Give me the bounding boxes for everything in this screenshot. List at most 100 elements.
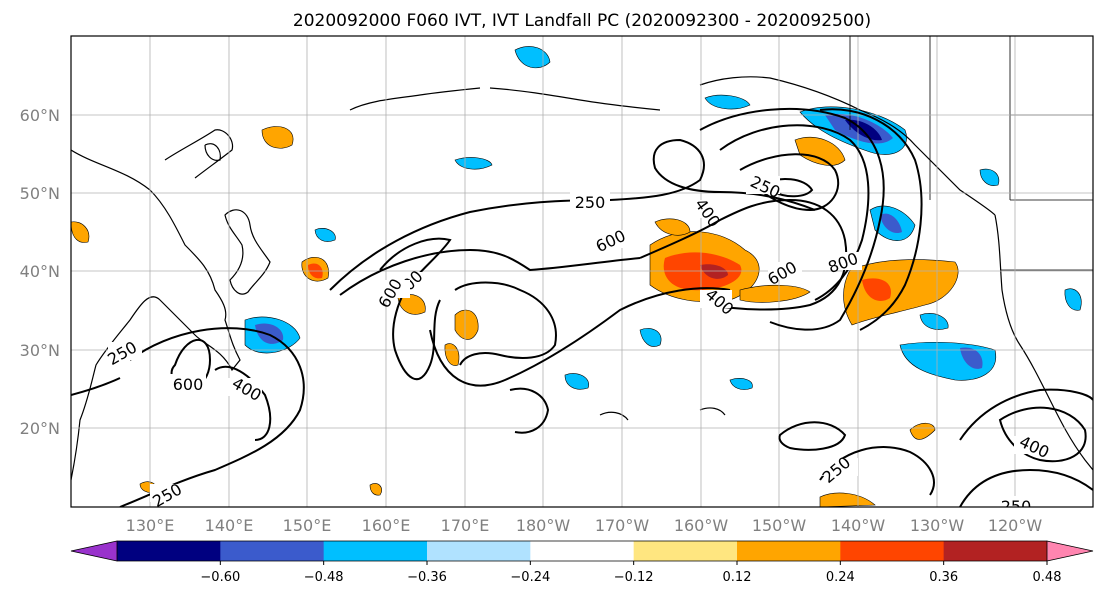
pc-positive-core	[862, 278, 891, 301]
lon-label: 130°W	[910, 516, 965, 535]
pc-positive-region	[369, 483, 382, 496]
ivt-contour	[454, 281, 557, 366]
pc-negative-region	[314, 228, 336, 242]
pc-negative-region	[454, 157, 493, 170]
ivt-contour	[429, 287, 731, 387]
colorbar-extend-high	[1047, 541, 1093, 561]
pc-positive-region	[454, 309, 479, 340]
lon-label: 130°E	[126, 516, 175, 535]
colorbar-ticks: −0.60 −0.48 −0.36 −0.24 −0.12 0.12 0.24 0.36 0.4…	[200, 561, 1062, 585]
pc-negative-region	[1064, 288, 1082, 311]
coastline-kamchatka	[349, 87, 481, 111]
colorbar-tick-label: −0.12	[614, 570, 654, 585]
pc-negative-core	[880, 213, 902, 234]
graticule	[71, 36, 1093, 507]
colorbar-segments	[71, 541, 1093, 561]
pc-negative-region	[979, 168, 1000, 186]
coastline-east-asia	[71, 149, 241, 481]
ivt-contour	[819, 108, 923, 331]
lat-label: 40°N	[20, 262, 60, 281]
colorbar-segment	[737, 541, 841, 561]
lat-label: 20°N	[20, 419, 60, 438]
ivt-contour	[509, 387, 550, 434]
colorbar-tick-label: −0.36	[407, 570, 447, 585]
pc-negative-region	[704, 94, 751, 110]
pc-positive-region	[444, 343, 460, 366]
lon-label: 140°E	[205, 516, 254, 535]
pc-negative-region	[729, 378, 753, 390]
colorbar-segment	[427, 541, 531, 561]
coastline-hawaii	[599, 407, 726, 421]
lat-label: 60°N	[20, 106, 60, 125]
coastline-sakhalin	[164, 129, 234, 179]
colorbar-segment	[840, 541, 945, 561]
lon-label: 160°W	[674, 516, 729, 535]
colorbar-tick-label: 0.24	[826, 570, 855, 585]
contour-label: 250	[1001, 497, 1032, 516]
ivt-contour	[71, 377, 121, 396]
coastlines	[71, 36, 1093, 481]
coastline-hokkaido	[204, 143, 221, 161]
ivt-contour	[339, 248, 641, 296]
lon-label: 180°W	[516, 516, 571, 535]
pc-negative-region	[639, 328, 662, 347]
ivt-contour	[214, 365, 272, 441]
colorbar-segment	[943, 541, 1048, 561]
colorbar-segment	[530, 541, 635, 561]
map-title: 2020092000 F060 IVT, IVT Landfall PC (20…	[293, 11, 871, 31]
lon-label: 120°W	[988, 516, 1043, 535]
colorbar-tick-label: 0.12	[723, 570, 752, 585]
coastline-north-america	[994, 214, 1093, 471]
pc-positive-region	[739, 284, 811, 303]
ivt-contour	[778, 421, 847, 451]
colorbar-extend-low	[71, 541, 117, 561]
map-frame	[70, 35, 1094, 508]
ivt-contour	[119, 327, 305, 507]
ivt-contour	[959, 388, 1093, 441]
lat-label: 30°N	[20, 341, 60, 360]
longitude-labels: 130°E 140°E 150°E 160°E 170°E 180°W 170°…	[126, 516, 1043, 535]
lon-label: 170°E	[441, 516, 490, 535]
coastline-aleutians	[489, 87, 661, 111]
pc-negative-region	[564, 373, 589, 390]
pc-negative-region	[919, 313, 949, 330]
ivt-contour	[739, 153, 840, 212]
lon-label: 140°W	[831, 516, 886, 535]
pc-positive-region	[819, 492, 876, 507]
ivt-contours	[71, 107, 1093, 507]
colorbar-segment	[633, 541, 738, 561]
lon-label: 160°E	[362, 516, 411, 535]
lon-label: 150°W	[752, 516, 807, 535]
pc-positive-region	[261, 126, 294, 149]
colorbar-tick-label: 0.48	[1033, 570, 1062, 585]
lat-label: 50°N	[20, 184, 60, 203]
colorbar-segment	[220, 541, 325, 561]
pc-positive-peak	[700, 264, 728, 279]
colorbar-segment	[323, 541, 428, 561]
pc-negative-core	[960, 347, 983, 369]
ivt-contour	[719, 124, 870, 301]
ivt-contour-250	[959, 468, 1093, 507]
contour-label: 250	[575, 193, 606, 212]
map-panel: 250 600 400 250 400 600 800 250 400 600	[70, 35, 1094, 516]
colorbar-outline	[70, 540, 1094, 562]
pc-positive-region	[909, 422, 936, 440]
pc-positive-region	[71, 221, 90, 243]
lon-label: 170°W	[595, 516, 650, 535]
ivt-contour-250	[329, 138, 816, 291]
lon-label: 150°E	[283, 516, 332, 535]
coastline-alaska	[699, 76, 996, 216]
contour-label: 600	[173, 375, 204, 394]
pc-positive-region	[794, 136, 846, 166]
colorbar-segment	[117, 541, 221, 561]
ivt-contour-400	[379, 237, 452, 380]
pc-positive-region	[654, 218, 691, 236]
latitude-labels: 60°N 50°N 40°N 30°N 20°N	[20, 106, 60, 438]
ivt-contour	[699, 107, 885, 331]
pc-negative-region	[514, 46, 551, 69]
political-boundaries	[849, 36, 1093, 271]
colorbar-tick-label: −0.24	[510, 570, 550, 585]
colorbar: −0.60 −0.48 −0.36 −0.24 −0.12 0.12 0.24 0.36 0.4…	[70, 540, 1094, 585]
colorbar-tick-label: −0.60	[200, 570, 240, 585]
